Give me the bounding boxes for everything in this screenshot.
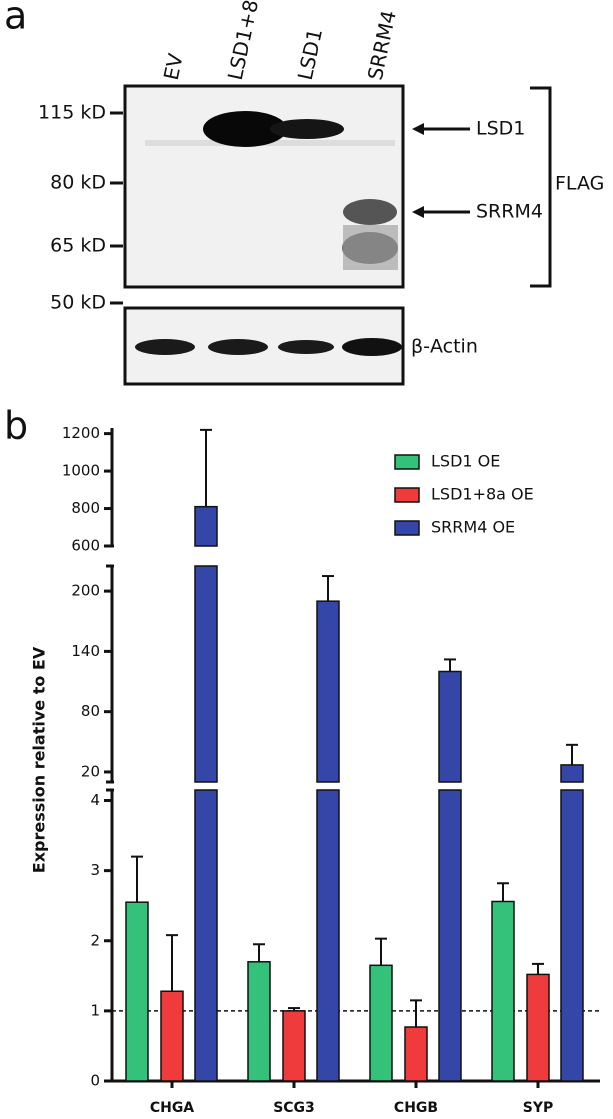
legend-swatch [394,487,420,503]
blot [110,84,552,386]
y-tick-label: 800 [71,499,100,517]
legend-swatch [394,520,420,536]
y-tick-label: 140 [71,642,100,660]
lane-label: LSD1 [293,26,327,82]
y-tick-label: 0 [90,1072,100,1090]
arrow-label: LSD1 [476,118,525,140]
y-tick-label: 80 [81,702,100,720]
bar [560,764,584,783]
bar [404,1026,428,1082]
bar [194,505,218,547]
y-tick-label: 3 [90,861,100,879]
bar [526,973,550,1082]
bar [491,900,515,1082]
panel-label: a [4,0,27,38]
loading-label: β-Actin [411,336,478,358]
bar [194,789,218,1082]
bar [125,901,149,1082]
y-tick-label: 1200 [62,424,100,442]
bar [282,1010,306,1082]
bracket-label: FLAG [555,173,604,195]
bar [560,789,584,1082]
y-tick-label: 4 [90,791,100,809]
bar [316,789,340,1082]
marker-label: 65 kD [50,235,106,257]
lane-label: LSD1+8a [223,0,266,82]
y-tick-label: 600 [71,537,100,555]
arrow-label: SRRM4 [476,201,543,223]
legend-swatch [394,454,420,470]
legend-label: LSD1 OE [431,452,500,471]
bar [247,961,271,1082]
plot: 0 1 2 3 4 20 80 140 200 600 800 1000 1200 CHGA SCG3 CHG… [62,424,600,1116]
legend-label: SRRM4 OE [431,518,515,537]
panel-label: b [4,404,28,448]
bar [194,565,218,783]
bar [438,789,462,1082]
y-tick-label: 20 [81,762,100,780]
lane-label: EV [159,51,188,82]
y-tick-label: 1 [90,1001,100,1019]
lane-label: SRRM4 [363,8,401,82]
bar [438,670,462,783]
legend-label: LSD1+8a OE [431,485,534,504]
x-tick-label: SCG3 [273,1100,315,1116]
x-tick-label: SYP [523,1100,553,1116]
marker-label: 50 kD [50,292,106,314]
y-tick-label: 2 [90,931,100,949]
y-axis-label: Expression relative to EV [30,646,49,873]
marker-label: 80 kD [50,172,106,194]
bar [369,964,393,1082]
bar [316,600,340,783]
x-tick-label: CHGB [394,1100,438,1116]
x-tick-label: CHGA [150,1100,194,1116]
bar [160,990,184,1082]
y-tick-label: 1000 [62,462,100,480]
y-tick-label: 200 [71,582,100,600]
marker-label: 115 kD [38,102,106,124]
